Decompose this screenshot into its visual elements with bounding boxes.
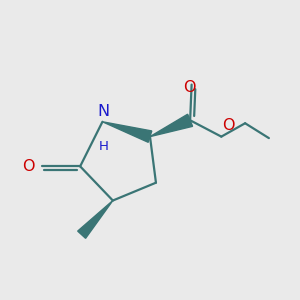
Text: O: O xyxy=(22,159,35,174)
Polygon shape xyxy=(78,200,113,238)
Polygon shape xyxy=(102,122,152,142)
Text: O: O xyxy=(183,80,196,95)
Polygon shape xyxy=(150,114,193,136)
Text: O: O xyxy=(222,118,235,133)
Text: N: N xyxy=(98,104,110,119)
Text: H: H xyxy=(99,140,109,153)
